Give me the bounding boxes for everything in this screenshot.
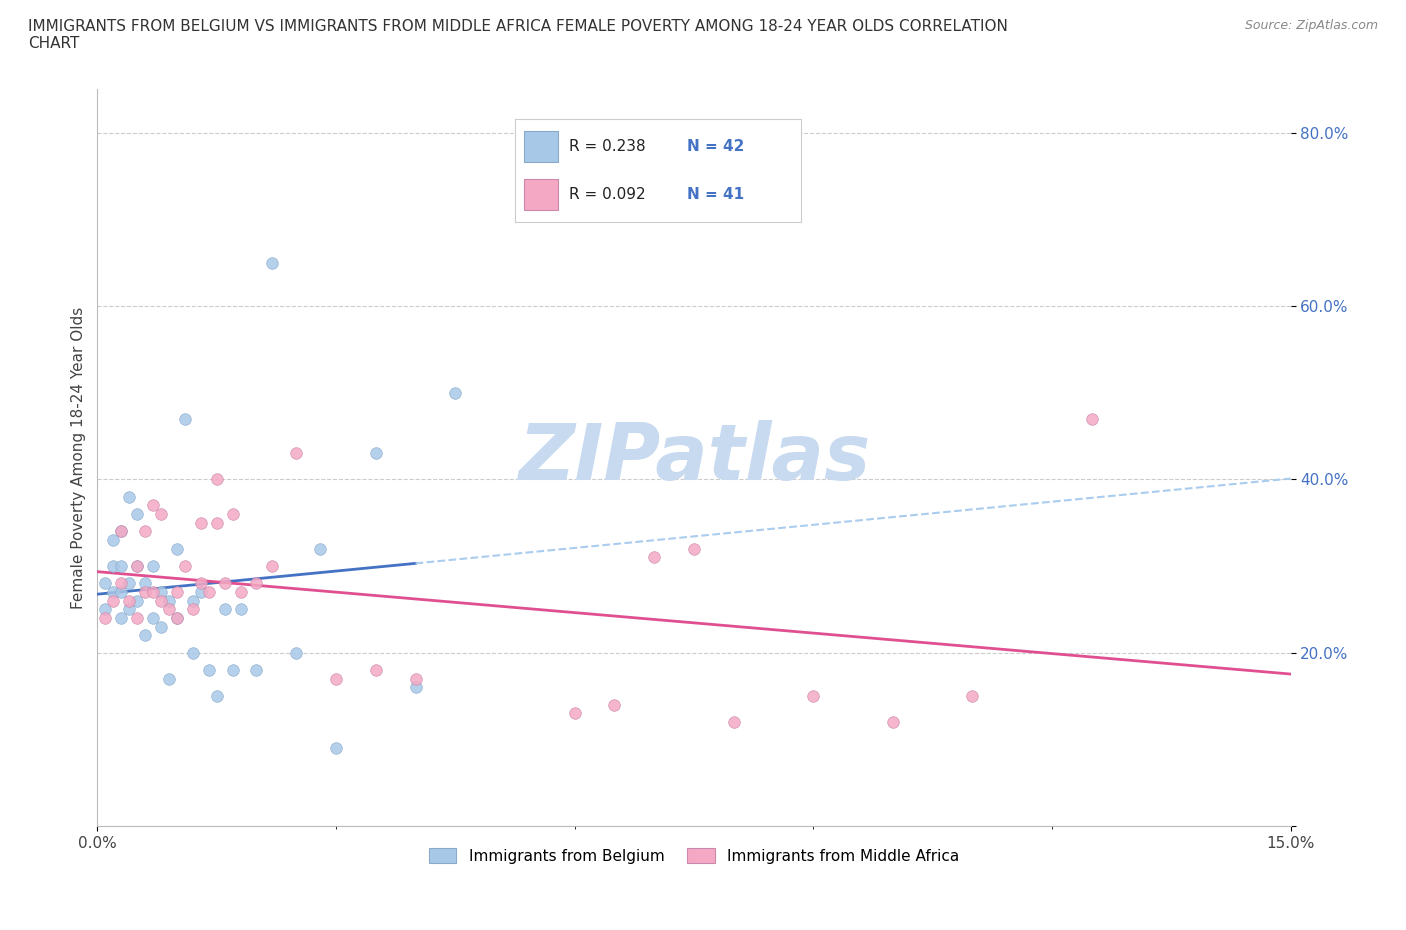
Point	[94, 611, 117, 626]
Point	[643, 550, 665, 565]
Point	[221, 507, 243, 522]
Point	[110, 559, 132, 574]
Point	[364, 662, 387, 677]
Point	[127, 559, 149, 574]
Point	[150, 507, 173, 522]
Point	[882, 714, 904, 729]
Point	[103, 585, 125, 600]
Text: ZIPatlas: ZIPatlas	[517, 419, 870, 496]
Point	[166, 611, 188, 626]
Point	[214, 576, 236, 591]
Point	[157, 602, 180, 617]
Point	[181, 645, 204, 660]
Point	[134, 628, 156, 643]
Point	[157, 671, 180, 686]
Point	[134, 585, 156, 600]
Point	[142, 611, 165, 626]
Point	[229, 602, 252, 617]
Point	[205, 515, 228, 530]
Point	[325, 671, 347, 686]
Point	[110, 585, 132, 600]
Point	[166, 585, 188, 600]
Point	[110, 576, 132, 591]
Point	[229, 585, 252, 600]
Legend: Immigrants from Belgium, Immigrants from Middle Africa: Immigrants from Belgium, Immigrants from…	[423, 842, 966, 870]
Point	[405, 671, 427, 686]
Point	[205, 472, 228, 486]
Point	[166, 541, 188, 556]
Point	[181, 602, 204, 617]
Point	[134, 576, 156, 591]
Point	[150, 585, 173, 600]
Point	[190, 585, 212, 600]
Y-axis label: Female Poverty Among 18-24 Year Olds: Female Poverty Among 18-24 Year Olds	[72, 307, 86, 609]
Point	[94, 576, 117, 591]
Point	[127, 611, 149, 626]
Point	[245, 662, 267, 677]
Point	[262, 255, 284, 270]
Point	[103, 593, 125, 608]
Point	[683, 541, 706, 556]
Point	[142, 498, 165, 512]
Point	[110, 524, 132, 538]
Point	[118, 489, 141, 504]
Point	[444, 385, 467, 400]
Point	[962, 688, 984, 703]
Point	[405, 680, 427, 695]
Point	[181, 593, 204, 608]
Point	[245, 576, 267, 591]
Point	[285, 445, 308, 460]
Point	[150, 619, 173, 634]
Point	[134, 524, 156, 538]
Point	[1080, 411, 1102, 426]
Point	[142, 559, 165, 574]
Point	[103, 533, 125, 548]
Point	[118, 602, 141, 617]
Point	[166, 611, 188, 626]
Point	[214, 602, 236, 617]
Point	[364, 445, 387, 460]
Point	[127, 559, 149, 574]
Point	[127, 593, 149, 608]
Point	[110, 524, 132, 538]
Point	[285, 645, 308, 660]
Point	[197, 585, 219, 600]
Point	[221, 662, 243, 677]
Point	[142, 585, 165, 600]
Point	[150, 593, 173, 608]
Point	[173, 411, 195, 426]
Point	[801, 688, 824, 703]
Point	[309, 541, 332, 556]
Point	[127, 507, 149, 522]
Text: Source: ZipAtlas.com: Source: ZipAtlas.com	[1244, 19, 1378, 32]
Point	[157, 593, 180, 608]
Text: IMMIGRANTS FROM BELGIUM VS IMMIGRANTS FROM MIDDLE AFRICA FEMALE POVERTY AMONG 18: IMMIGRANTS FROM BELGIUM VS IMMIGRANTS FR…	[28, 19, 1008, 51]
Point	[94, 602, 117, 617]
Point	[118, 576, 141, 591]
Point	[197, 662, 219, 677]
Point	[110, 611, 132, 626]
Point	[262, 559, 284, 574]
Point	[205, 688, 228, 703]
Point	[190, 515, 212, 530]
Point	[325, 740, 347, 755]
Point	[190, 576, 212, 591]
Point	[103, 559, 125, 574]
Point	[173, 559, 195, 574]
Point	[564, 706, 586, 721]
Point	[723, 714, 745, 729]
Point	[603, 698, 626, 712]
Point	[118, 593, 141, 608]
